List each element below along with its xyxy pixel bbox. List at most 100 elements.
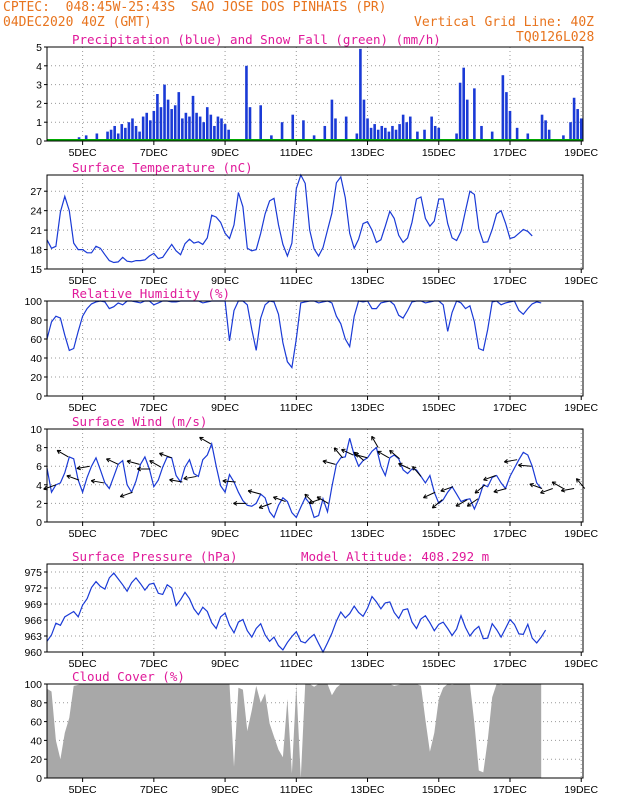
precip-bar	[490, 131, 494, 141]
x-tick-label: 19DEC	[564, 784, 598, 796]
wind-arrow-head	[222, 480, 227, 484]
y-tick-label: 0	[36, 136, 42, 148]
x-tick-label: 11DEC	[280, 658, 313, 670]
precip-bar	[540, 114, 544, 141]
y-tick-label: 975	[24, 567, 42, 579]
y-tick-label: 4	[36, 480, 42, 492]
wind-arrow-head	[431, 504, 435, 509]
precip-bar	[156, 94, 159, 141]
y-tick-label: 0	[36, 773, 42, 785]
precip-bar	[355, 133, 359, 141]
header-code: TQ0126L028	[516, 30, 595, 45]
precip-bar	[480, 125, 483, 141]
wind-arrow-head	[308, 502, 314, 505]
wind-arrow-head	[529, 483, 533, 488]
precip-bar	[508, 110, 512, 141]
wind-arrow-head	[440, 490, 445, 493]
wind-arrow	[474, 484, 486, 494]
precip-bar	[366, 118, 369, 141]
wind-arrow-head	[398, 463, 402, 468]
wind-arrow-head	[561, 490, 566, 493]
x-tick-label: 9DEC	[211, 658, 239, 670]
wind-arrow	[169, 479, 183, 483]
y-tick-label: 0	[36, 391, 42, 403]
wind-arrow-head	[423, 494, 427, 499]
wind-arrow	[353, 451, 365, 462]
wind-arrow-head	[354, 453, 359, 455]
panel-frame	[46, 683, 584, 779]
wind-arrow-head	[560, 487, 565, 492]
wind-arrow-head	[66, 474, 71, 477]
panel-wind	[43, 428, 586, 526]
wind-arrow	[412, 466, 422, 477]
x-tick-label: 17DEC	[493, 784, 527, 796]
wind-arrow	[561, 488, 575, 492]
y-tick-label: 27	[30, 186, 42, 198]
panel-rh	[44, 300, 584, 400]
wind-arrow-head	[483, 479, 488, 482]
precip-bar	[259, 105, 262, 141]
x-tick-label: 13DEC	[351, 402, 385, 414]
wind-arrow-head	[126, 460, 131, 465]
panel-frame	[46, 46, 584, 142]
wind-arrow-head	[120, 496, 125, 498]
precip-bar	[462, 67, 465, 141]
precip-bar	[184, 112, 188, 141]
wind-arrow	[248, 490, 261, 495]
precip-bar	[359, 48, 362, 141]
x-tick-label: 15DEC	[422, 402, 456, 414]
panel-frame	[46, 563, 584, 653]
wind-arrow-head	[483, 476, 487, 481]
precip-bar	[302, 120, 305, 141]
y-tick-label: 8	[36, 443, 42, 455]
precip-bar	[120, 124, 124, 141]
precip-bar	[458, 82, 462, 141]
precip-bar	[223, 124, 227, 141]
wind-arrow-head	[247, 490, 252, 494]
precip-bar	[166, 99, 170, 141]
x-tick-label: 19DEC	[564, 147, 598, 159]
panel-title-wind: Surface Wind (m/s)	[72, 414, 207, 429]
x-tick-label: 13DEC	[351, 658, 385, 670]
y-tick-label: 100	[24, 679, 42, 691]
header-line2: 04DEC2020 40Z (GMT)	[3, 15, 152, 30]
precip-bar	[195, 112, 198, 141]
panel-title-temp: Surface Temperature (nC)	[72, 160, 253, 175]
wind-arrow-head	[233, 502, 238, 506]
wind-arrow	[322, 460, 336, 465]
wind-arrow-head	[76, 465, 81, 469]
precip-bar	[145, 112, 149, 141]
precip-bar	[131, 118, 134, 141]
wind-arrow-head	[334, 447, 339, 450]
wind-arrow	[222, 480, 236, 483]
y-tick-label: 1	[36, 117, 42, 129]
wind-arrow	[126, 460, 140, 465]
wind-arrow-head	[259, 507, 264, 509]
y-tick-label: 100	[24, 296, 42, 308]
y-tick-label: 5	[36, 42, 42, 54]
wind-arrow	[91, 480, 105, 484]
precip-bar	[544, 120, 547, 141]
precip-bar	[177, 92, 181, 141]
precip-bar	[380, 125, 384, 141]
y-tick-label: 20	[30, 372, 42, 384]
precip-bar	[526, 133, 530, 141]
panel-temp	[44, 173, 584, 273]
wind-arrow-head	[304, 493, 309, 496]
wind-arrow-head	[576, 478, 581, 481]
precip-bar	[323, 125, 327, 141]
precip-bar	[138, 131, 141, 141]
wind-arrow	[371, 436, 379, 448]
wind-arrow-head	[389, 450, 392, 455]
precip-bar	[433, 125, 437, 141]
wind-arrow	[389, 450, 400, 460]
y-tick-label: 960	[24, 647, 42, 659]
x-tick-label: 7DEC	[140, 275, 168, 287]
x-tick-label: 19DEC	[564, 275, 598, 287]
wind-arrow-head	[475, 491, 480, 494]
wind-arrow-head	[159, 453, 163, 457]
wind-arrow	[76, 465, 90, 469]
cloud-cover-area	[47, 684, 542, 778]
x-tick-label: 15DEC	[422, 147, 456, 159]
